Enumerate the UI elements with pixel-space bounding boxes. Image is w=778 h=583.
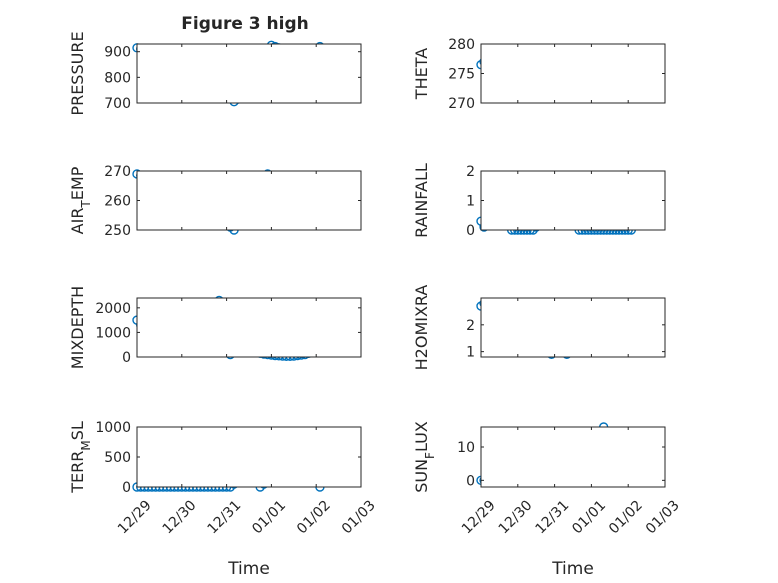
y-tick-label: 0	[122, 480, 131, 496]
axes-box	[136, 297, 362, 358]
y-tick-label: 500	[104, 450, 131, 466]
subplot-5: 0 1000 2000 MIXDEPTH	[68, 286, 362, 369]
y-tick-label: 1	[466, 345, 475, 361]
axes-box	[136, 170, 362, 231]
y-tick-label: 800	[104, 70, 131, 86]
subplot-4: 0 1 2 RAINFALL	[412, 163, 666, 239]
y-axis-label: RAINFALL	[412, 163, 431, 238]
y-tick-label: 1	[466, 194, 475, 210]
axes-box	[480, 426, 666, 488]
y-tick-label: 280	[448, 37, 475, 53]
y-tick-label: 0	[122, 350, 131, 366]
y-axis-label: SUNFLUX	[412, 421, 437, 493]
subplot-2: 270 275 280 THETA	[412, 37, 666, 112]
figure-title: Figure 3 high	[181, 14, 309, 34]
y-axis-label: PRESSURE	[68, 31, 87, 115]
axes-box	[136, 426, 362, 488]
y-tick-label: 2000	[95, 301, 131, 317]
y-tick-label: 1000	[95, 420, 131, 436]
y-tick-label: 2	[466, 318, 475, 334]
axes-box	[480, 297, 666, 358]
axes-box	[480, 43, 666, 104]
y-axis-label: TERRMSL	[68, 421, 93, 494]
y-tick-label: 1000	[95, 325, 131, 341]
y-tick-label: 0	[466, 223, 475, 239]
subplot-3: 250 260 270 AIRTEMP	[68, 164, 362, 239]
y-tick-label: 250	[104, 223, 131, 239]
y-tick-label: 260	[104, 194, 131, 210]
subplot-6: 1 2 H2OMIXRA	[412, 285, 666, 371]
y-tick-label: 900	[104, 45, 131, 61]
y-tick-label: 10	[457, 440, 475, 456]
y-axis-label: MIXDEPTH	[68, 286, 87, 369]
y-tick-label: 700	[104, 96, 131, 112]
subplot-1: 700 800 900 PRESSURE	[68, 31, 362, 116]
x-axis-label: Time	[227, 559, 270, 579]
x-axis-label: Time	[551, 559, 594, 579]
y-tick-label: 270	[104, 164, 131, 180]
y-axis-label: AIRTEMP	[68, 166, 93, 234]
y-axis-label: THETA	[412, 48, 431, 100]
y-tick-label: 275	[448, 67, 475, 83]
y-tick-label: 2	[466, 164, 475, 180]
axes-box	[136, 43, 362, 104]
y-tick-label: 0	[466, 473, 475, 489]
y-axis-label: H2OMIXRA	[412, 285, 431, 371]
axes-box	[480, 170, 666, 231]
y-tick-label: 270	[448, 96, 475, 112]
